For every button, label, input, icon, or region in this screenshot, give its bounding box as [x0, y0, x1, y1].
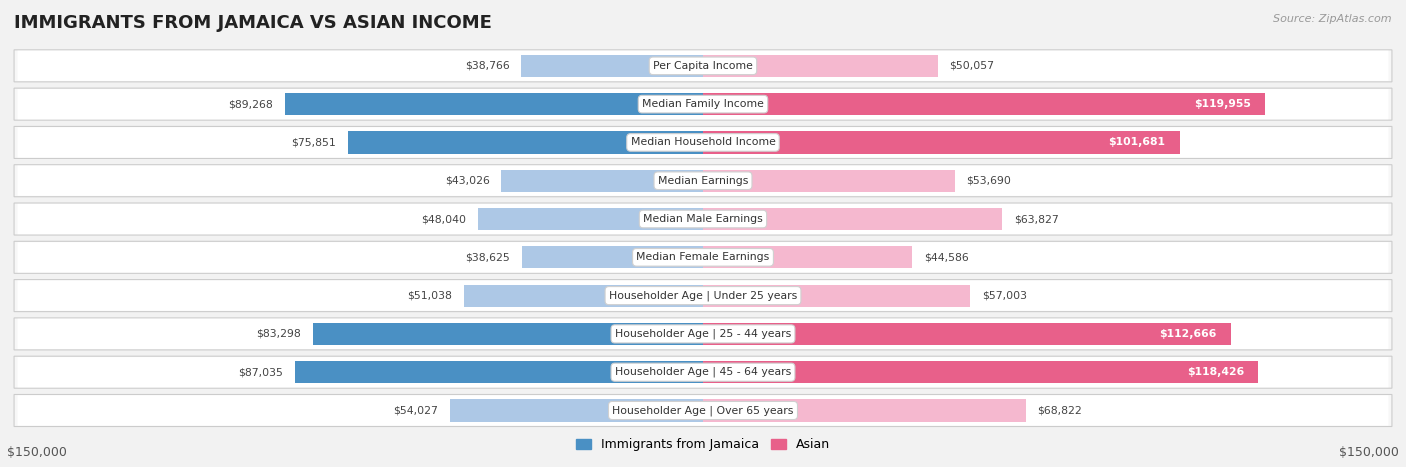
FancyBboxPatch shape: [17, 281, 1389, 311]
Legend: Immigrants from Jamaica, Asian: Immigrants from Jamaica, Asian: [571, 433, 835, 456]
FancyBboxPatch shape: [17, 357, 1389, 387]
FancyBboxPatch shape: [14, 356, 1392, 388]
Bar: [703, 208, 1002, 230]
Bar: [312, 323, 703, 345]
FancyBboxPatch shape: [14, 165, 1392, 197]
Text: $150,000: $150,000: [7, 446, 67, 460]
FancyBboxPatch shape: [17, 396, 1389, 425]
Text: $38,766: $38,766: [465, 61, 509, 71]
Bar: [295, 361, 703, 383]
Text: $51,038: $51,038: [408, 290, 453, 301]
Text: Median Male Earnings: Median Male Earnings: [643, 214, 763, 224]
Bar: [703, 246, 912, 269]
Bar: [703, 93, 1265, 115]
Text: Source: ZipAtlas.com: Source: ZipAtlas.com: [1274, 14, 1392, 24]
Text: Householder Age | 25 - 44 years: Householder Age | 25 - 44 years: [614, 329, 792, 339]
FancyBboxPatch shape: [17, 127, 1389, 157]
Bar: [502, 170, 703, 192]
Bar: [522, 246, 703, 269]
Bar: [347, 131, 703, 154]
Bar: [703, 131, 1180, 154]
FancyBboxPatch shape: [17, 89, 1389, 119]
FancyBboxPatch shape: [17, 166, 1389, 196]
Bar: [703, 170, 955, 192]
Text: Median Household Income: Median Household Income: [630, 137, 776, 148]
Text: $44,586: $44,586: [924, 252, 969, 262]
Text: $63,827: $63,827: [1014, 214, 1059, 224]
Text: $87,035: $87,035: [239, 367, 284, 377]
Text: $54,027: $54,027: [394, 405, 439, 416]
Text: $75,851: $75,851: [291, 137, 336, 148]
FancyBboxPatch shape: [14, 50, 1392, 82]
FancyBboxPatch shape: [14, 280, 1392, 311]
Bar: [703, 399, 1025, 422]
Text: $83,298: $83,298: [256, 329, 301, 339]
FancyBboxPatch shape: [14, 203, 1392, 235]
Text: Median Family Income: Median Family Income: [643, 99, 763, 109]
Bar: [450, 399, 703, 422]
Text: $112,666: $112,666: [1160, 329, 1218, 339]
FancyBboxPatch shape: [17, 51, 1389, 81]
Bar: [464, 284, 703, 307]
Bar: [703, 55, 938, 77]
Text: Householder Age | Under 25 years: Householder Age | Under 25 years: [609, 290, 797, 301]
Text: $119,955: $119,955: [1194, 99, 1251, 109]
Text: $68,822: $68,822: [1038, 405, 1083, 416]
Text: Median Female Earnings: Median Female Earnings: [637, 252, 769, 262]
Text: $118,426: $118,426: [1187, 367, 1244, 377]
Bar: [703, 284, 970, 307]
FancyBboxPatch shape: [14, 127, 1392, 158]
Text: IMMIGRANTS FROM JAMAICA VS ASIAN INCOME: IMMIGRANTS FROM JAMAICA VS ASIAN INCOME: [14, 14, 492, 32]
Bar: [478, 208, 703, 230]
FancyBboxPatch shape: [17, 204, 1389, 234]
Bar: [284, 93, 703, 115]
Bar: [522, 55, 703, 77]
FancyBboxPatch shape: [14, 241, 1392, 273]
Text: Median Earnings: Median Earnings: [658, 176, 748, 186]
FancyBboxPatch shape: [14, 88, 1392, 120]
Text: Householder Age | Over 65 years: Householder Age | Over 65 years: [612, 405, 794, 416]
Text: $48,040: $48,040: [422, 214, 467, 224]
Text: $50,057: $50,057: [949, 61, 994, 71]
Text: $38,625: $38,625: [465, 252, 510, 262]
FancyBboxPatch shape: [14, 395, 1392, 426]
Text: $43,026: $43,026: [444, 176, 489, 186]
Text: $101,681: $101,681: [1108, 137, 1166, 148]
Bar: [703, 361, 1258, 383]
Text: Per Capita Income: Per Capita Income: [652, 61, 754, 71]
Text: Householder Age | 45 - 64 years: Householder Age | 45 - 64 years: [614, 367, 792, 377]
Text: $89,268: $89,268: [228, 99, 273, 109]
Text: $150,000: $150,000: [1339, 446, 1399, 460]
Text: $53,690: $53,690: [966, 176, 1011, 186]
FancyBboxPatch shape: [17, 319, 1389, 349]
Text: $57,003: $57,003: [981, 290, 1026, 301]
Bar: [703, 323, 1232, 345]
FancyBboxPatch shape: [17, 242, 1389, 272]
FancyBboxPatch shape: [14, 318, 1392, 350]
